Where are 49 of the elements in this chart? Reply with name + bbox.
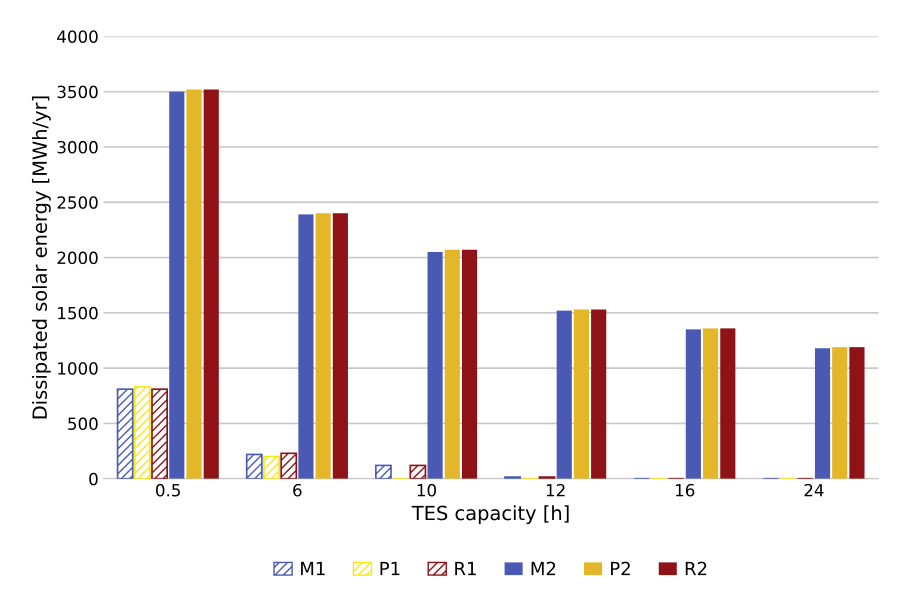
bar (556, 310, 572, 479)
bar (591, 310, 606, 479)
y-axis-title: Dissipated solar energy [MWh/yr] (32, 96, 51, 418)
x-tick-label: 24 (804, 484, 824, 496)
y-tick-label: 500 (68, 417, 98, 430)
legend-label: M1 (301, 562, 325, 576)
bar (298, 214, 314, 479)
bar (409, 464, 426, 479)
y-tick-label: 4000 (57, 30, 98, 43)
bar (332, 213, 348, 479)
bar (169, 92, 184, 479)
x-tick-label: 16 (676, 484, 694, 496)
x-tick-label: 0.5 (156, 484, 180, 496)
y-tick-label: 3000 (58, 140, 98, 154)
x-tick-label: 12 (546, 484, 565, 496)
bar (462, 250, 478, 479)
bar (703, 328, 718, 479)
y-tick-label: 2000 (58, 252, 98, 264)
bar (444, 250, 460, 479)
legend-label: P2 (611, 562, 630, 576)
y-tick-label: 2500 (58, 196, 98, 209)
bar (814, 348, 830, 479)
bar (720, 328, 736, 479)
x-tick-label: 6 (293, 484, 302, 496)
bar (134, 386, 151, 479)
bar (204, 89, 219, 479)
legend-label: R2 (686, 562, 706, 576)
x-tick-label: 10 (418, 484, 436, 496)
bar (116, 388, 134, 479)
x-axis-title: TES capacity [h] (412, 505, 569, 524)
bar (832, 347, 848, 479)
bar (316, 213, 331, 479)
bar (574, 310, 590, 479)
bar (375, 464, 392, 479)
bar (428, 252, 443, 479)
bar (246, 454, 263, 479)
legend-label: M2 (532, 562, 556, 576)
bar (186, 89, 202, 479)
y-tick-label: 1500 (58, 306, 98, 320)
legend-label: P1 (380, 562, 400, 576)
y-tick-label: 0 (89, 472, 98, 486)
y-tick-label: 1000 (58, 362, 98, 375)
bar (686, 329, 701, 479)
legend-label: R1 (455, 562, 476, 576)
y-tick-label: 3500 (58, 86, 98, 98)
bar (849, 347, 865, 479)
bar (280, 452, 298, 479)
bar (151, 388, 168, 479)
bar (263, 456, 280, 479)
